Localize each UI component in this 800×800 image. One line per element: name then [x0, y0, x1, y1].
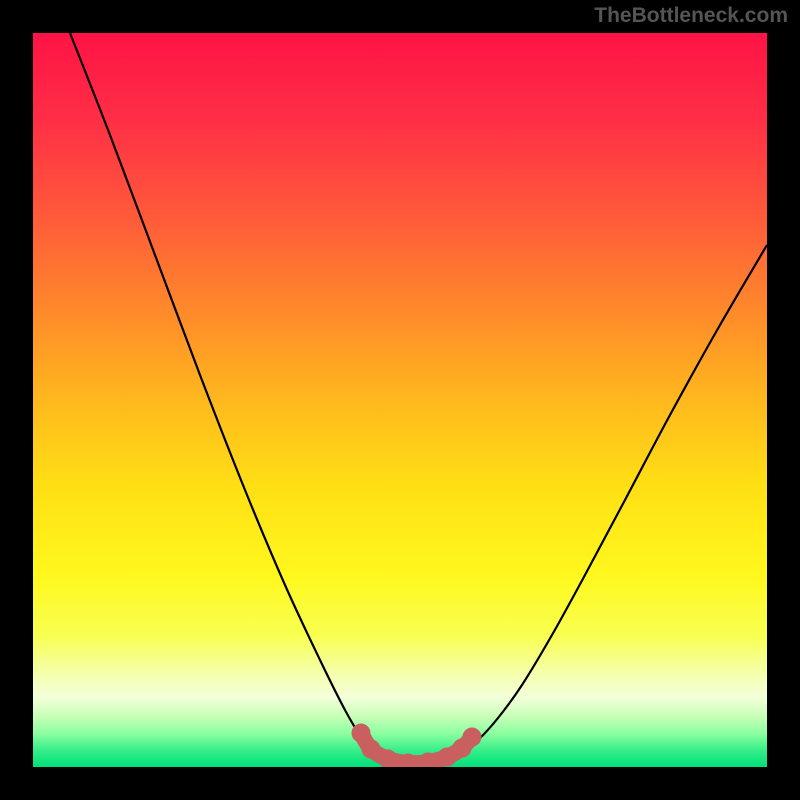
- marker-dot: [379, 750, 397, 768]
- marker-dot: [352, 724, 370, 742]
- chart-svg: [0, 0, 800, 800]
- plot-background: [33, 33, 767, 767]
- marker-dot: [463, 728, 481, 746]
- marker-dot: [362, 740, 380, 758]
- watermark-text: TheBottleneck.com: [594, 4, 788, 28]
